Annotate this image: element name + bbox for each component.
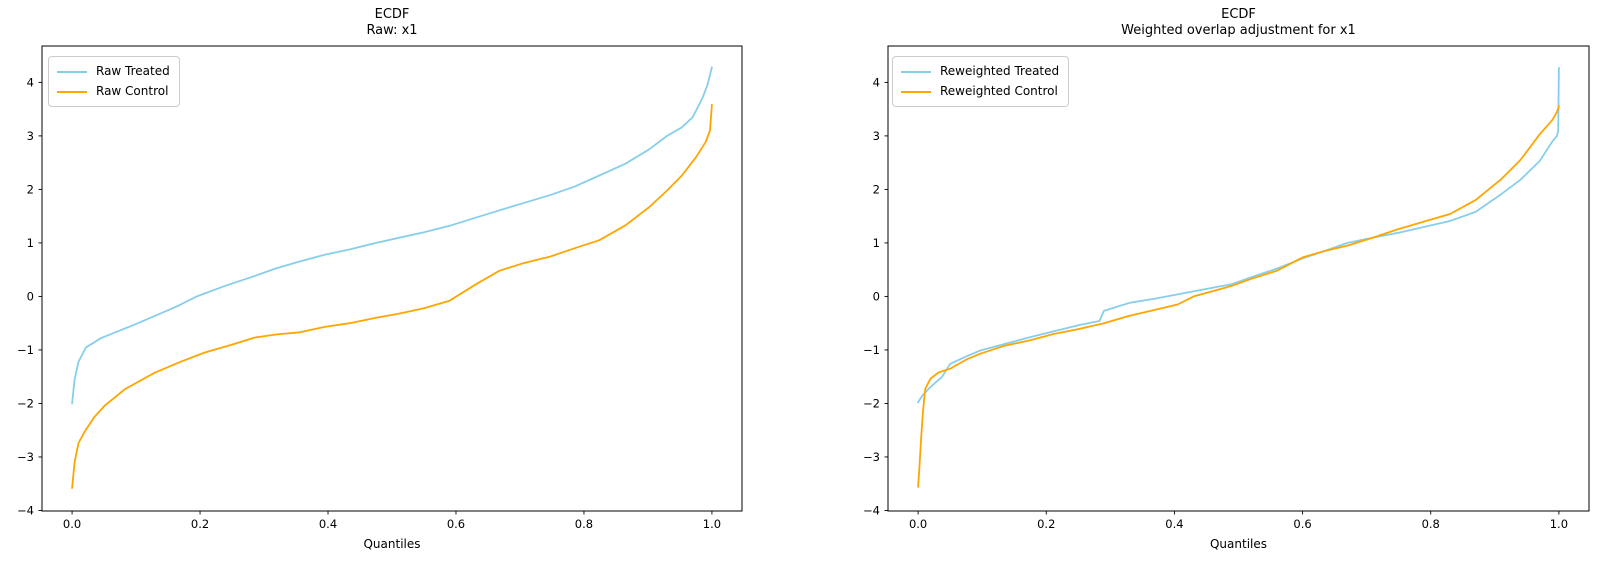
x-tick-label: 0.4 bbox=[1165, 517, 1183, 531]
plot-title-line2: Weighted overlap adjustment for x1 bbox=[1121, 23, 1356, 38]
plot-title-line1: ECDF bbox=[1221, 7, 1256, 22]
x-tick-label: 0.8 bbox=[575, 517, 593, 531]
x-axis-label-raw: Quantiles bbox=[363, 537, 421, 551]
legend-entry-reweighted-treated: Reweighted Treated bbox=[901, 62, 1059, 81]
plot-canvas-weighted: 0.0 0.2 0.4 0.6 0.8 1.0 −4 −3 −2 −1 0 1 2 3 4 bbox=[863, 45, 1590, 531]
y-tick-label: −3 bbox=[863, 450, 880, 464]
y-tick-label: 3 bbox=[27, 129, 34, 143]
x-tick-label: 1.0 bbox=[703, 517, 721, 531]
legend-line-raw-treated bbox=[57, 70, 87, 73]
legend-line-raw-control bbox=[57, 90, 87, 93]
x-tick-label: 0.0 bbox=[63, 517, 81, 531]
y-tick-label: −1 bbox=[17, 343, 34, 357]
series-line-raw-treated bbox=[71, 66, 713, 405]
legend-entry-raw-control: Raw Control bbox=[57, 82, 170, 101]
legend-entry-raw-treated: Raw Treated bbox=[57, 62, 170, 81]
y-tick-label: −2 bbox=[863, 396, 880, 410]
legend-weighted: Reweighted Treated Reweighted Control bbox=[892, 56, 1070, 107]
subplot-weighted-ecdf: 0.0 0.2 0.4 0.6 0.8 1.0 −4 −3 −2 −1 0 1 2 3 4 ECDF Wei… bbox=[800, 0, 1600, 563]
subplot-raw-ecdf: 0.0 0.2 0.4 0.6 0.8 1.0 −4 −3 −2 −1 0 1 2 3 4 ECDF Raw… bbox=[17, 7, 743, 551]
x-tick-label: 0.0 bbox=[909, 517, 927, 531]
y-tick-label: −4 bbox=[863, 503, 880, 517]
legend-label-raw-treated: Raw Treated bbox=[96, 64, 170, 78]
y-tick-label: 2 bbox=[873, 182, 880, 196]
legend-raw: Raw Treated Raw Control bbox=[48, 56, 180, 107]
series-line-reweighted-control bbox=[917, 105, 1560, 488]
x-tick-label: 0.4 bbox=[319, 517, 337, 531]
y-tick-label: −4 bbox=[17, 503, 34, 517]
y-tick-label: −3 bbox=[17, 450, 34, 464]
y-tick-label: 4 bbox=[27, 75, 34, 89]
series-line-raw-control bbox=[71, 104, 713, 489]
x-tick-label: 0.6 bbox=[447, 517, 465, 531]
y-tick-label: 0 bbox=[873, 289, 880, 303]
plot-title-line2: Raw: x1 bbox=[366, 23, 418, 38]
y-tick-label: 4 bbox=[873, 75, 880, 89]
y-tick-label: 3 bbox=[873, 129, 880, 143]
x-tick-label: 0.6 bbox=[1293, 517, 1311, 531]
legend-label-reweighted-treated: Reweighted Treated bbox=[940, 64, 1060, 78]
x-tick-label: 0.2 bbox=[191, 517, 209, 531]
legend-label-raw-control: Raw Control bbox=[96, 84, 169, 98]
series-line-reweighted-treated bbox=[917, 67, 1560, 404]
plot-title-raw: ECDF Raw: x1 bbox=[42, 7, 742, 39]
axes-frame bbox=[887, 45, 1590, 512]
x-tick-label: 1.0 bbox=[1550, 517, 1568, 531]
plot-title-weighted: ECDF Weighted overlap adjustment for x1 bbox=[888, 7, 1589, 39]
legend-entry-reweighted-control: Reweighted Control bbox=[901, 82, 1059, 101]
plot-title-line1: ECDF bbox=[374, 7, 410, 22]
legend-line-reweighted-treated bbox=[901, 70, 931, 73]
y-tick-label: 2 bbox=[27, 182, 34, 196]
legend-line-reweighted-control bbox=[901, 90, 931, 93]
axes-frame bbox=[41, 45, 743, 512]
y-tick-label: −2 bbox=[17, 396, 34, 410]
legend-label-reweighted-control: Reweighted Control bbox=[940, 84, 1058, 98]
x-tick-label: 0.8 bbox=[1422, 517, 1440, 531]
y-tick-label: 1 bbox=[873, 236, 880, 250]
y-tick-label: 0 bbox=[27, 289, 34, 303]
y-tick-label: −1 bbox=[863, 343, 880, 357]
y-tick-label: 1 bbox=[27, 236, 34, 250]
x-axis-label-weighted: Quantiles bbox=[1209, 537, 1268, 551]
x-tick-label: 0.2 bbox=[1037, 517, 1055, 531]
plot-canvas-raw: 0.0 0.2 0.4 0.6 0.8 1.0 −4 −3 −2 −1 0 1 2 3 4 bbox=[17, 45, 743, 531]
